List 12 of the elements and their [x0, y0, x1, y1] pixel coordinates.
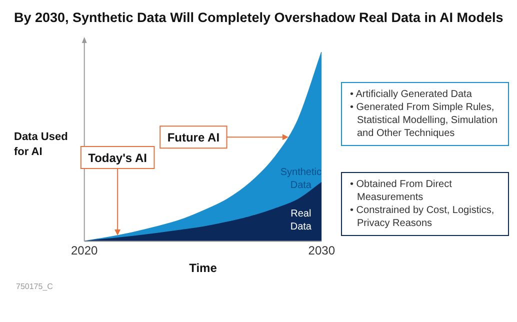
annotation: Future AI [167, 130, 220, 144]
annotation: Today's AI [88, 150, 148, 165]
x-tick-label: 2030 [308, 244, 336, 258]
text: • Obtained From Direct Measurements • Constrained by Cost, Logistics, Privacy Reasons [350, 178, 496, 230]
chart-title: By 2030, Synthetic Data Will Completely Overshadow Real Data in AI Models [14, 10, 504, 25]
x-tick-label: 2020 [70, 244, 98, 258]
y-axis-title: Data Used for AI [14, 130, 69, 160]
series-label: Real Data [290, 208, 312, 233]
x-axis-title: Time [189, 261, 218, 276]
text: 750175_C [16, 282, 53, 291]
text: • Artificially Generated Data • Generated From Simple Rules, Statistical Modelling, Simulation and Other Techniques [350, 88, 499, 140]
series-label: Synthetic Data [280, 167, 322, 192]
